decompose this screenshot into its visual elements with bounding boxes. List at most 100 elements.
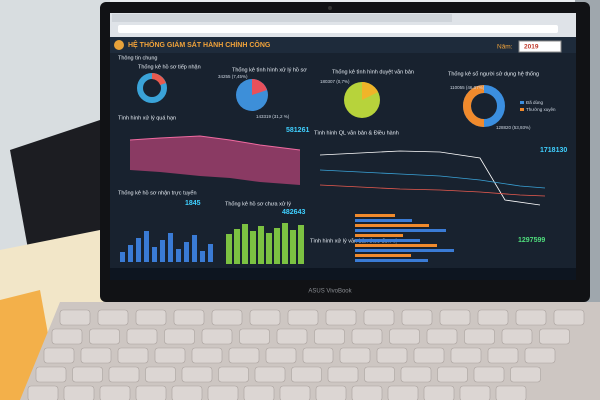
key [291,366,322,383]
bar [242,224,248,264]
bar [168,233,173,262]
bar [234,229,240,264]
key [154,347,186,364]
bar [355,214,395,217]
bar [290,230,296,264]
bar [226,234,232,264]
key [325,309,357,326]
key [464,328,495,345]
key [51,328,83,345]
panel-value: 1845 [185,200,201,207]
webcam [328,6,332,10]
key [363,309,395,326]
bar [355,244,437,247]
area-chart [130,136,300,185]
key [59,309,91,326]
pie-label: 143319 (31,2 %) [256,114,290,119]
year-value: 2019 [524,44,539,51]
key [89,328,120,345]
key [181,366,213,383]
line-chart [319,184,546,197]
key [376,347,408,364]
key [108,366,140,383]
key [117,347,149,364]
bar [274,228,280,264]
key [477,309,509,326]
line-chart [319,150,541,206]
panel-value: 482643 [282,209,305,216]
key [339,347,371,364]
dashboard-header [110,37,576,53]
key [287,309,319,326]
donut-slice [151,73,166,86]
key [43,347,75,364]
legend-entry: Đã dùng [526,100,544,105]
key [164,328,195,345]
key [72,366,103,383]
pie-slice [362,82,378,100]
bar [250,231,256,264]
key [279,385,311,402]
key [243,385,275,402]
bar [176,249,181,262]
panel-value: 1718130 [540,147,567,154]
key [510,366,541,383]
bar [208,244,213,262]
pie-label: 180307 (0,7%) [320,79,350,84]
bar [160,240,165,262]
bar [355,229,446,232]
bar [120,252,125,262]
key [351,328,383,345]
bar [298,225,304,264]
key [218,366,249,383]
bar-chart [226,223,304,264]
bar-chart [120,231,213,262]
key [27,385,59,402]
bar [355,219,412,222]
key [351,385,383,402]
card-title: Thống kê tình hình duyệt văn bản [332,69,414,75]
key [413,347,445,364]
key [553,309,585,326]
key [387,385,419,402]
key [135,385,167,402]
panel-title: Tình hình xử lý văn bản theo đơn vị [310,237,397,244]
key [515,309,547,326]
panel-value: 1297599 [518,237,545,244]
key [437,366,468,383]
bar [144,231,149,262]
key [364,366,395,383]
key [228,347,260,364]
key [327,366,359,383]
key [249,309,281,326]
key [97,309,129,326]
keyboard [27,309,585,402]
legend-entry: Thường xuyên [526,107,556,112]
line-chart [319,169,546,189]
bar [200,251,205,262]
key [126,328,158,345]
key [99,385,131,402]
card-title: Thống kê số người sử dụng hệ thống [448,70,539,77]
key [389,328,420,345]
key [171,385,203,402]
key [524,347,556,364]
key [276,328,308,345]
card-title: Thống kê tình hình xử lý hồ sơ [232,66,307,73]
card-title: Thống kê hồ sơ tiếp nhận [138,64,201,70]
key [459,385,491,402]
bar [355,254,411,257]
year-select[interactable] [518,40,562,53]
taskbar [110,268,576,280]
bar [258,226,264,264]
bar [355,259,428,262]
bar [266,233,272,264]
key [401,309,433,326]
bar [152,247,157,262]
key [265,347,297,364]
key [35,366,67,383]
key [173,309,205,326]
legend-swatch [520,108,524,111]
key [473,366,505,383]
